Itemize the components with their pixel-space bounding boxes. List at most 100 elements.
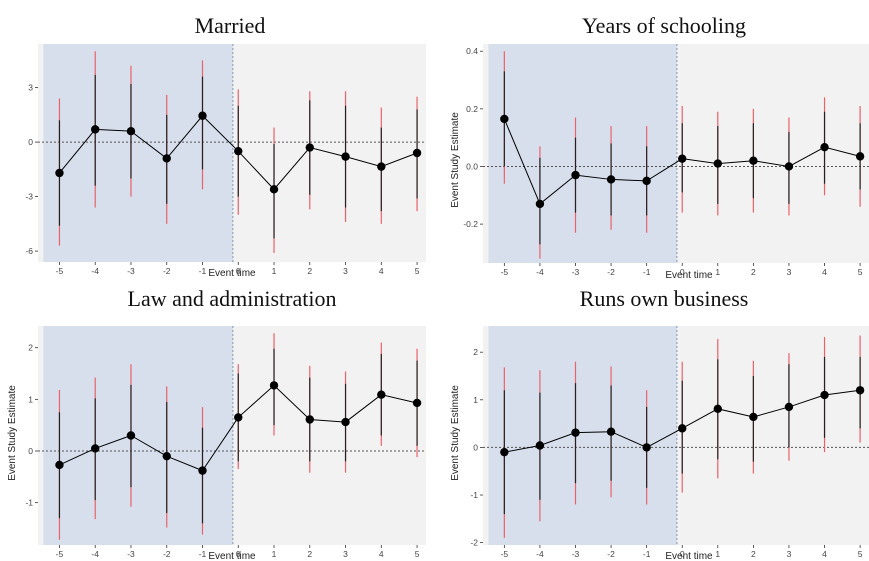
x-tick-label: -4 [536, 267, 544, 277]
plot-area: -5 -4 -3 -2 -1 0 1 2 3 4 5 -1 0 1 2 [25, 326, 426, 559]
x-tick-label: 1 [272, 266, 277, 276]
estimate-point [305, 415, 314, 424]
y-tick-label: -1 [470, 490, 478, 500]
x-tick-label: -1 [199, 266, 207, 276]
x-tick-label: 1 [715, 267, 720, 277]
x-axis-label: Event time [665, 551, 713, 561]
x-tick-label: 1 [272, 549, 277, 559]
x-tick-label: 5 [858, 549, 863, 559]
estimate-point [749, 156, 758, 165]
estimate-point [713, 404, 723, 414]
y-tick-label: 1 [473, 395, 478, 405]
panel-law-and-administration: Law and administration Event Study Estim… [7, 286, 426, 561]
estimate-point [412, 398, 422, 408]
y-tick-label: 0.0 [466, 161, 478, 171]
y-axis-label: Event Study Estimate [450, 385, 461, 481]
estimate-point [535, 441, 545, 450]
estimate-point [305, 143, 314, 152]
pre-period-shading [488, 326, 677, 545]
y-tick-label: -3 [25, 192, 33, 202]
plot-area: -5 -4 -3 -2 -1 0 1 2 3 4 5 -0.2 0.0 0.2 0.4 [463, 44, 869, 277]
estimate-point [571, 170, 580, 180]
y-tick-label: -6 [25, 246, 33, 256]
estimate-point [269, 185, 279, 194]
x-tick-label: -4 [91, 549, 99, 559]
y-tick-label: 0.2 [466, 104, 478, 114]
estimate-point [606, 175, 616, 184]
x-tick-label: 5 [415, 266, 420, 276]
y-tick-label: -1 [25, 498, 33, 508]
x-tick-label: 4 [379, 549, 384, 559]
y-tick-label: 2 [473, 347, 478, 357]
estimate-point [678, 154, 687, 163]
x-tick-label: -3 [127, 549, 135, 559]
x-tick-label: -2 [607, 267, 615, 277]
x-tick-label: -2 [607, 549, 615, 559]
estimate-point [855, 152, 865, 161]
estimate-point [126, 431, 136, 440]
estimate-point [678, 424, 687, 433]
x-tick-label: 0 [236, 549, 241, 559]
y-tick-label: 3 [28, 83, 33, 93]
estimate-point [269, 381, 279, 390]
x-tick-label: -5 [56, 266, 64, 276]
estimate-point [198, 466, 207, 475]
x-tick-label: -5 [56, 549, 64, 559]
estimate-point [713, 159, 723, 168]
panel-title: Law and administration [128, 286, 337, 311]
panel-years-of-schooling: Years of schooling Event Study Estimate … [450, 13, 869, 281]
panel-married: Married Event time -5 -4 -3 -2 -1 0 1 2 3 4 5 -6 -3 0… [25, 13, 426, 279]
x-tick-label: 0 [680, 267, 685, 277]
x-tick-label: -3 [572, 267, 580, 277]
x-tick-label: 3 [343, 549, 348, 559]
estimate-point [642, 443, 651, 452]
y-tick-label: -0.2 [463, 219, 478, 229]
x-tick-label: -1 [643, 267, 651, 277]
estimate-point [784, 162, 794, 171]
estimate-point [571, 428, 580, 437]
estimate-point [377, 390, 386, 399]
x-tick-label: 3 [343, 266, 348, 276]
panel-runs-own-business: Runs own business Event Study Estimate E… [450, 286, 869, 561]
pre-period-shading [43, 326, 233, 545]
estimate-point [500, 447, 509, 457]
x-axis-label: Event time [665, 270, 713, 281]
x-tick-label: -5 [501, 549, 509, 559]
x-tick-label: 0 [236, 266, 241, 276]
estimate-point [749, 412, 758, 422]
x-tick-label: 1 [715, 549, 720, 559]
estimate-point [341, 417, 350, 427]
x-tick-label: 0 [680, 549, 685, 559]
panel-title: Married [195, 13, 266, 38]
x-tick-label: 5 [858, 267, 863, 277]
x-tick-label: -5 [501, 267, 509, 277]
panel-title: Runs own business [580, 286, 749, 311]
estimate-point [91, 444, 100, 453]
estimate-point [234, 146, 243, 156]
x-tick-label: 4 [379, 266, 384, 276]
estimate-point [162, 154, 171, 163]
estimate-point [377, 162, 386, 171]
estimate-point [784, 402, 794, 412]
estimate-point [55, 460, 64, 470]
x-tick-label: 5 [415, 549, 420, 559]
estimate-point [234, 413, 243, 422]
estimate-point [606, 427, 616, 436]
plot-area: -5 -4 -3 -2 -1 0 1 2 3 4 5 -6 -3 0 3 [25, 44, 426, 276]
x-tick-label: 2 [751, 549, 756, 559]
estimate-point [820, 142, 829, 152]
estimate-point [642, 176, 651, 186]
estimate-point [55, 168, 64, 178]
y-axis-label: Event Study Estimate [450, 112, 461, 208]
estimate-point [341, 152, 350, 161]
x-tick-label: -1 [643, 549, 651, 559]
x-tick-label: -3 [572, 549, 580, 559]
panel-title: Years of schooling [582, 13, 746, 38]
x-tick-label: -3 [127, 266, 135, 276]
estimate-point [91, 125, 100, 134]
x-tick-label: 2 [751, 267, 756, 277]
estimate-point [535, 199, 545, 209]
y-tick-label: 2 [28, 343, 33, 353]
pre-period-shading [488, 44, 677, 263]
estimate-point [198, 111, 207, 120]
